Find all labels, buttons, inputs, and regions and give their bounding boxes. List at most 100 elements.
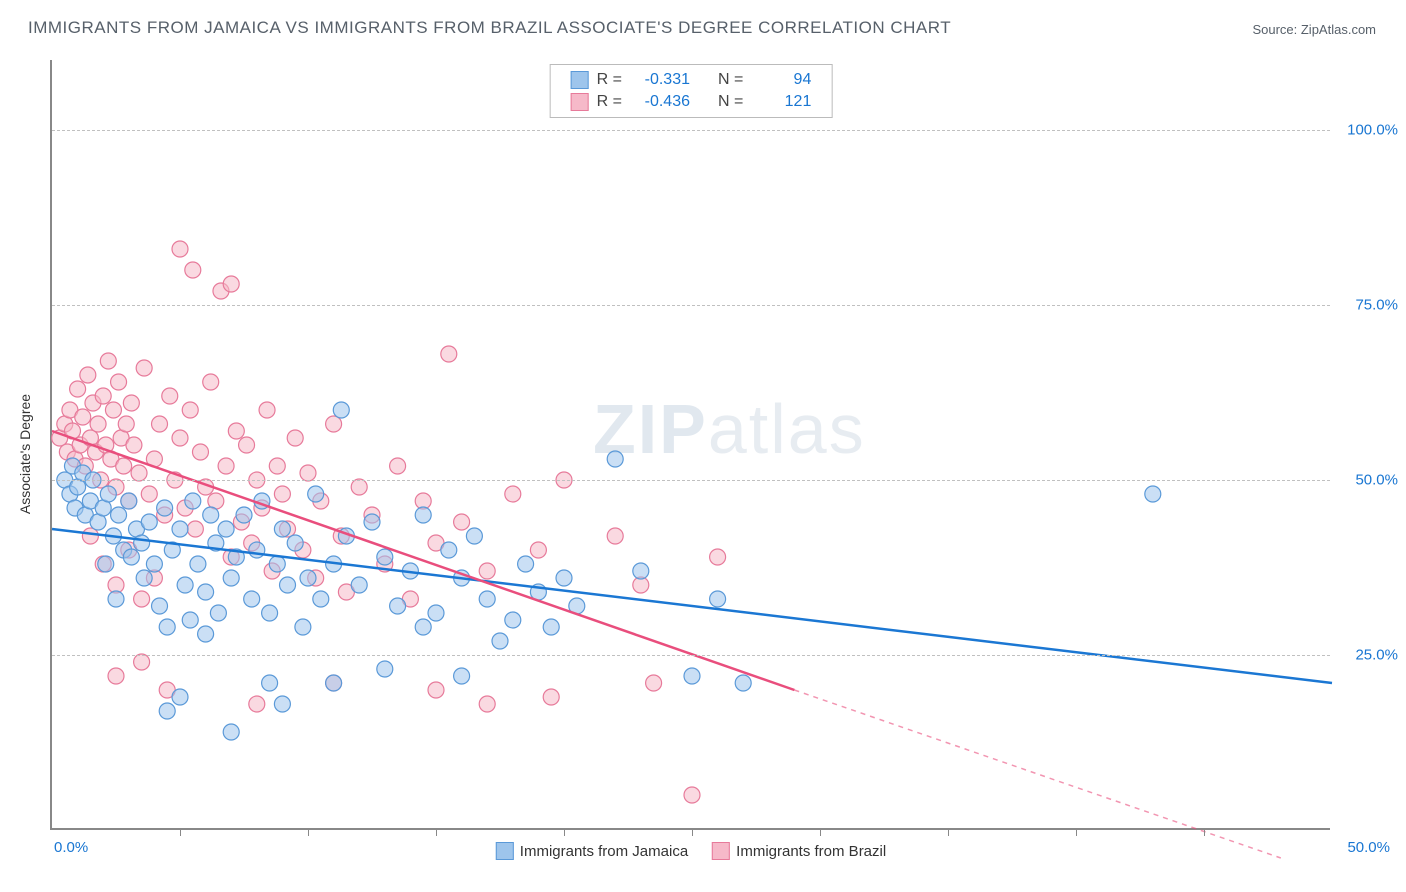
scatter-point <box>269 556 285 572</box>
scatter-point <box>269 458 285 474</box>
scatter-point <box>1145 486 1161 502</box>
y-tick-label: 50.0% <box>1355 472 1398 489</box>
trendline <box>52 529 1332 683</box>
scatter-point <box>121 493 137 509</box>
scatter-point <box>185 493 201 509</box>
scatter-point <box>326 416 342 432</box>
scatter-point <box>428 682 444 698</box>
scatter-point <box>441 346 457 362</box>
scatter-point <box>454 514 470 530</box>
scatter-point <box>100 353 116 369</box>
scatter-point <box>108 668 124 684</box>
scatter-point <box>210 605 226 621</box>
scatter-point <box>100 486 116 502</box>
scatter-point <box>274 696 290 712</box>
scatter-point <box>684 668 700 684</box>
scatter-point <box>377 661 393 677</box>
scatter-point <box>364 514 380 530</box>
scatter-point <box>177 577 193 593</box>
scatter-point <box>111 507 127 523</box>
scatter-point <box>295 619 311 635</box>
gridline <box>52 305 1330 306</box>
legend-item-brazil: Immigrants from Brazil <box>712 842 886 860</box>
scatter-point <box>198 626 214 642</box>
x-tick-mark <box>564 828 565 836</box>
scatter-point <box>123 395 139 411</box>
scatter-point <box>479 591 495 607</box>
scatter-point <box>377 549 393 565</box>
scatter-point <box>239 437 255 453</box>
scatter-point <box>157 500 173 516</box>
scatter-point <box>710 549 726 565</box>
scatter-point <box>530 542 546 558</box>
scatter-point <box>105 402 121 418</box>
scatter-point <box>287 535 303 551</box>
scatter-point <box>274 521 290 537</box>
series-legend: Immigrants from Jamaica Immigrants from … <box>496 842 886 860</box>
scatter-point <box>111 374 127 390</box>
scatter-point <box>146 556 162 572</box>
scatter-point <box>735 675 751 691</box>
x-tick-mark <box>1076 828 1077 836</box>
x-tick-mark <box>820 828 821 836</box>
scatter-point <box>108 591 124 607</box>
scatter-point <box>607 451 623 467</box>
scatter-point <box>479 563 495 579</box>
scatter-point <box>454 668 470 684</box>
scatter-point <box>126 437 142 453</box>
scatter-point <box>182 612 198 628</box>
scatter-point <box>633 563 649 579</box>
scatter-point <box>333 402 349 418</box>
gridline <box>52 655 1330 656</box>
scatter-point <box>172 521 188 537</box>
scatter-point <box>223 276 239 292</box>
scatter-point <box>441 542 457 558</box>
source-label: Source: ZipAtlas.com <box>1252 22 1376 37</box>
scatter-point <box>182 402 198 418</box>
scatter-point <box>280 577 296 593</box>
scatter-point <box>249 542 265 558</box>
scatter-point <box>190 556 206 572</box>
scatter-point <box>131 465 147 481</box>
scatter-point <box>351 577 367 593</box>
x-tick-mark <box>948 828 949 836</box>
scatter-point <box>351 479 367 495</box>
scatter-point <box>223 724 239 740</box>
scatter-point <box>172 241 188 257</box>
scatter-point <box>136 360 152 376</box>
scatter-point <box>543 689 559 705</box>
scatter-point <box>203 374 219 390</box>
scatter-point <box>70 381 86 397</box>
scatter-point <box>428 605 444 621</box>
scatter-point <box>646 675 662 691</box>
scatter-point <box>249 696 265 712</box>
scatter-point <box>313 591 329 607</box>
scatter-point <box>287 430 303 446</box>
chart-title: IMMIGRANTS FROM JAMAICA VS IMMIGRANTS FR… <box>28 18 951 38</box>
scatter-point <box>218 458 234 474</box>
scatter-point <box>492 633 508 649</box>
scatter-point <box>172 430 188 446</box>
scatter-point <box>466 528 482 544</box>
scatter-point <box>141 514 157 530</box>
scatter-point <box>116 458 132 474</box>
scatter-point <box>152 416 168 432</box>
y-tick-label: 25.0% <box>1355 647 1398 664</box>
scatter-point <box>415 507 431 523</box>
scatter-point <box>203 507 219 523</box>
scatter-point <box>262 675 278 691</box>
legend-label-jamaica: Immigrants from Jamaica <box>520 843 688 860</box>
legend-label-brazil: Immigrants from Brazil <box>736 843 886 860</box>
x-tick-mark <box>436 828 437 836</box>
scatter-point <box>390 598 406 614</box>
scatter-point <box>228 423 244 439</box>
scatter-point <box>187 521 203 537</box>
scatter-point <box>136 570 152 586</box>
scatter-point <box>300 570 316 586</box>
chart-svg <box>52 60 1330 828</box>
x-tick-left: 0.0% <box>54 839 88 856</box>
scatter-point <box>82 528 98 544</box>
x-tick-right: 50.0% <box>1347 839 1390 856</box>
scatter-point <box>185 262 201 278</box>
scatter-point <box>415 619 431 635</box>
